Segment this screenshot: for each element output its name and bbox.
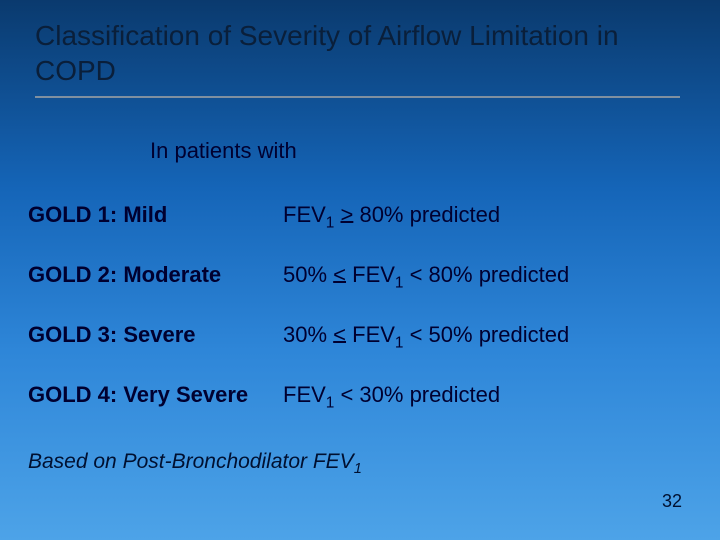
gold-4-criterion: FEV1 < 30% predicted — [283, 382, 500, 408]
gold-row-4: GOLD 4: Very Severe FEV1 < 30% predicted — [28, 382, 688, 408]
gold-row-3: GOLD 3: Severe 30% < FEV1 < 50% predicte… — [28, 322, 688, 348]
slide-title: Classification of Severity of Airflow Li… — [35, 18, 680, 98]
gold-1-label: GOLD 1: Mild — [28, 202, 283, 228]
gold-4-label: GOLD 4: Very Severe — [28, 382, 283, 408]
gold-row-2: GOLD 2: Moderate 50% < FEV1 < 80% predic… — [28, 262, 688, 288]
footnote: Based on Post-Bronchodilator FEV1 — [28, 450, 362, 474]
gold-1-criterion: FEV1 > 80% predicted — [283, 202, 500, 228]
subtitle: In patients with — [150, 138, 297, 164]
page-number: 32 — [662, 491, 682, 512]
gold-row-1: GOLD 1: Mild FEV1 > 80% predicted — [28, 202, 688, 228]
gold-3-label: GOLD 3: Severe — [28, 322, 283, 348]
gold-3-criterion: 30% < FEV1 < 50% predicted — [283, 322, 569, 348]
gold-2-criterion: 50% < FEV1 < 80% predicted — [283, 262, 569, 288]
gold-2-label: GOLD 2: Moderate — [28, 262, 283, 288]
